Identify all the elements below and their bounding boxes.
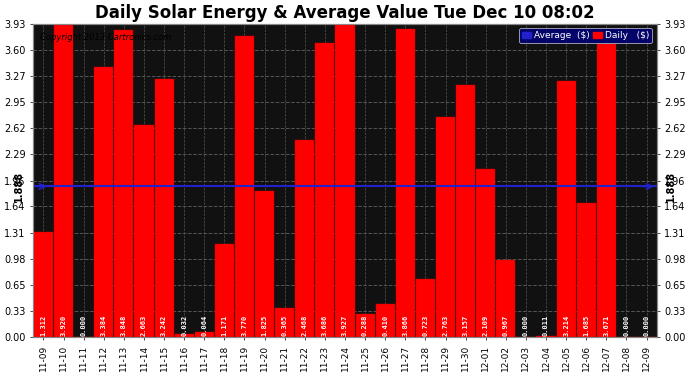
Text: 0.365: 0.365 — [282, 315, 288, 336]
Text: 2.468: 2.468 — [302, 315, 308, 336]
Text: 2.109: 2.109 — [483, 315, 489, 336]
Text: 0.967: 0.967 — [503, 315, 509, 336]
Bar — [255, 192, 274, 337]
Text: 3.848: 3.848 — [121, 315, 127, 336]
Bar — [375, 304, 395, 337]
Bar — [597, 44, 616, 337]
Title: Daily Solar Energy & Average Value Tue Dec 10 08:02: Daily Solar Energy & Average Value Tue D… — [95, 4, 595, 22]
Text: 0.011: 0.011 — [543, 315, 549, 336]
Bar — [416, 279, 435, 337]
Text: 3.671: 3.671 — [603, 315, 609, 336]
Text: 0.288: 0.288 — [362, 315, 368, 336]
Text: 0.000: 0.000 — [81, 315, 87, 336]
Text: 3.384: 3.384 — [101, 315, 107, 336]
Text: 0.032: 0.032 — [181, 315, 187, 336]
Bar — [496, 260, 515, 337]
Text: 0.000: 0.000 — [624, 315, 629, 336]
Bar — [135, 125, 154, 337]
Text: 1.825: 1.825 — [262, 315, 268, 336]
Text: 3.920: 3.920 — [61, 315, 66, 336]
Text: 1.171: 1.171 — [221, 315, 228, 336]
Bar — [396, 29, 415, 337]
Text: 0.064: 0.064 — [201, 315, 207, 336]
Bar — [155, 78, 174, 337]
Text: 1.685: 1.685 — [583, 315, 589, 336]
Bar — [577, 202, 595, 337]
Bar — [456, 86, 475, 337]
Legend: Average  ($), Daily   ($): Average ($), Daily ($) — [520, 28, 652, 43]
Bar — [195, 332, 214, 337]
Text: 1.888: 1.888 — [14, 171, 24, 202]
Text: 3.686: 3.686 — [322, 315, 328, 336]
Bar — [436, 117, 455, 337]
Bar — [315, 43, 335, 337]
Bar — [235, 36, 254, 337]
Text: 0.000: 0.000 — [644, 315, 649, 336]
Text: 1.312: 1.312 — [41, 315, 46, 336]
Bar — [215, 244, 234, 337]
Text: 0.723: 0.723 — [422, 315, 428, 336]
Bar — [34, 232, 53, 337]
Bar — [275, 308, 294, 337]
Bar — [557, 81, 575, 337]
Bar — [95, 67, 113, 337]
Bar — [335, 24, 355, 337]
Text: 3.242: 3.242 — [161, 315, 167, 336]
Bar — [175, 334, 194, 337]
Bar — [476, 169, 495, 337]
Text: 3.157: 3.157 — [462, 315, 469, 336]
Bar — [295, 140, 315, 337]
Text: 3.927: 3.927 — [342, 315, 348, 336]
Bar — [355, 314, 375, 337]
Text: 2.663: 2.663 — [141, 315, 147, 336]
Text: 0.410: 0.410 — [382, 315, 388, 336]
Bar — [54, 24, 73, 337]
Text: 3.770: 3.770 — [241, 315, 248, 336]
Text: 0.000: 0.000 — [523, 315, 529, 336]
Bar — [115, 30, 133, 337]
Text: 2.763: 2.763 — [442, 315, 448, 336]
Text: 3.866: 3.866 — [402, 315, 408, 336]
Text: 1.888: 1.888 — [666, 171, 676, 202]
Text: Copyright 2013 Cartronics.com: Copyright 2013 Cartronics.com — [39, 33, 171, 42]
Text: 3.214: 3.214 — [563, 315, 569, 336]
Bar — [536, 336, 555, 337]
